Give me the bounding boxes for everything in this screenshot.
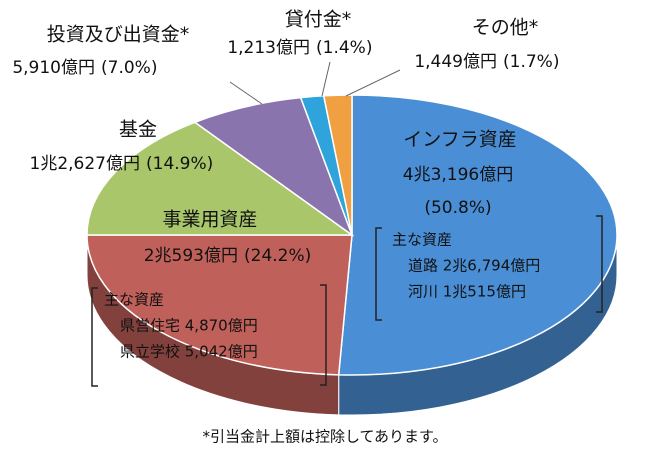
slice-name: その他* — [472, 17, 539, 39]
bracket — [596, 215, 603, 313]
slice-name: インフラ資産 — [403, 129, 516, 151]
value-label: (1.4%) — [316, 38, 372, 58]
slice — [193, 96, 354, 238]
value-label: (7.0%) — [101, 58, 157, 78]
value-label: (14.9%) — [146, 154, 213, 174]
value-label: (1.7%) — [503, 52, 559, 72]
slice-name: 貸付金* — [285, 9, 352, 31]
bracket — [375, 227, 382, 321]
value-label: (50.8%) — [424, 198, 491, 218]
slice-amount: 1,449億円 — [414, 52, 497, 72]
note-item: 道路 2兆6,794億円 — [408, 257, 540, 275]
labels: インフラ資産 4兆3,196億円 (50.8%) 事業用資産 2兆593億円 (24.2%… — [12, 9, 559, 361]
note-title: 主な資産 — [392, 231, 452, 249]
slice — [337, 94, 618, 376]
slice-name: 事業用資産 — [162, 209, 257, 231]
note-item: 河川 1兆515億円 — [408, 283, 526, 301]
slice-amount: 4兆3,196億円 — [403, 165, 513, 185]
pie-tops — [86, 94, 618, 376]
slice-amount: 5,910億円 — [12, 58, 95, 78]
slice — [322, 94, 353, 236]
slice-name: 基金 — [119, 119, 157, 141]
note-item: 県営住宅 4,870億円 — [120, 317, 258, 335]
value-label: (24.2%) — [244, 246, 311, 266]
slice-name: 投資及び出資金* — [47, 24, 190, 46]
note-item: 県立学校 5,042億円 — [120, 343, 258, 361]
leader-line — [321, 61, 331, 97]
slice-amount: 1兆2,627億円 — [30, 154, 140, 174]
slice-amount: 1,213億円 — [227, 38, 310, 58]
slice-amount: 2兆593億円 — [144, 246, 238, 266]
slice — [86, 234, 353, 376]
bracket — [91, 287, 98, 387]
slice — [86, 121, 355, 236]
bracket — [320, 284, 327, 386]
footnote: *引当金計上額は控除してあります。 — [202, 428, 447, 446]
note-title: 主な資産 — [104, 291, 164, 309]
leader-line — [229, 81, 263, 105]
leader-line — [345, 69, 401, 97]
